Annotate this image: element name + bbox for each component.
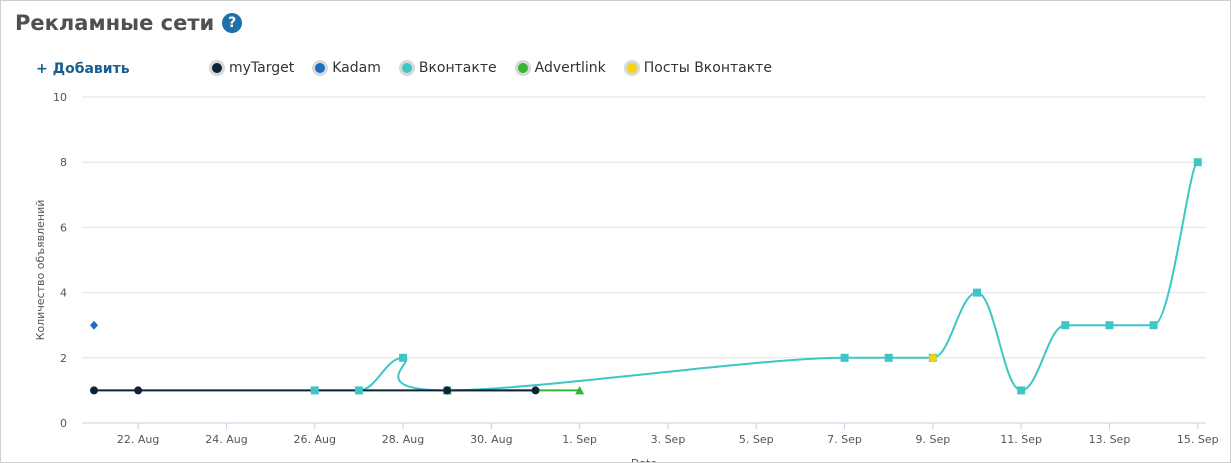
page-title: Рекламные сети bbox=[15, 11, 215, 35]
y-tick-label: 10 bbox=[53, 91, 67, 104]
add-network-link[interactable]: + Добавить bbox=[36, 61, 130, 77]
x-tick-label: 24. Aug bbox=[205, 433, 247, 446]
legend-item-vkontakte[interactable]: Вконтакте bbox=[398, 60, 497, 76]
data-point-вконтакте[interactable] bbox=[310, 386, 319, 395]
x-tick-label: 28. Aug bbox=[382, 433, 424, 446]
y-tick-label: 6 bbox=[60, 221, 67, 234]
legend-item-advertlink[interactable]: Advertlink bbox=[514, 60, 606, 76]
y-tick-label: 8 bbox=[60, 156, 67, 169]
legend-label: Вконтакте bbox=[418, 60, 497, 76]
legend-dot-icon bbox=[312, 60, 329, 76]
y-tick-label: 0 bbox=[60, 417, 67, 430]
data-point-вконтакте[interactable] bbox=[1105, 321, 1114, 330]
legend-dot-icon bbox=[623, 60, 640, 76]
legend-label: Advertlink bbox=[534, 60, 606, 76]
x-tick-label: 7. Sep bbox=[827, 433, 862, 446]
data-point-вконтакте[interactable] bbox=[1193, 158, 1202, 167]
x-axis-title: Date bbox=[631, 457, 658, 462]
x-tick-label: 3. Sep bbox=[651, 433, 686, 446]
data-point-вконтакте[interactable] bbox=[884, 353, 893, 362]
data-point-вконтакте[interactable] bbox=[399, 353, 408, 362]
data-point-mytarget[interactable] bbox=[531, 386, 540, 395]
data-point-вконтакте[interactable] bbox=[354, 386, 363, 395]
data-point-mytarget[interactable] bbox=[90, 386, 98, 395]
help-icon[interactable]: ? bbox=[222, 13, 243, 33]
x-tick-label: 1. Sep bbox=[562, 433, 597, 446]
data-point-advertlink[interactable] bbox=[575, 385, 585, 395]
y-tick-label: 4 bbox=[60, 287, 67, 300]
x-tick-label: 15. Sep bbox=[1177, 433, 1219, 446]
legend-dot-icon bbox=[514, 60, 531, 76]
data-point-посты-вконтакте[interactable] bbox=[928, 353, 937, 362]
y-axis-title: Количество объявлений bbox=[34, 200, 47, 341]
data-point-вконтакте[interactable] bbox=[840, 353, 849, 362]
x-tick-label: 11. Sep bbox=[1000, 433, 1042, 446]
legend-label: myTarget bbox=[229, 60, 295, 76]
x-tick-label: 30. Aug bbox=[470, 433, 512, 446]
legend-dot-icon bbox=[398, 60, 415, 76]
chart-legend: myTarget Kadam Вконтакте Advertlink Пост… bbox=[209, 60, 790, 76]
data-point-вконтакте[interactable] bbox=[1149, 321, 1158, 330]
data-point-вконтакте[interactable] bbox=[1017, 386, 1026, 395]
data-point-вконтакте[interactable] bbox=[973, 288, 981, 297]
x-tick-label: 22. Aug bbox=[117, 433, 159, 446]
legend-item-mytarget[interactable]: myTarget bbox=[209, 60, 294, 76]
data-point-вконтакте[interactable] bbox=[1061, 321, 1070, 330]
x-tick-label: 9. Sep bbox=[915, 433, 950, 446]
x-tick-label: 5. Sep bbox=[739, 433, 774, 446]
data-point-kadam[interactable] bbox=[90, 320, 98, 330]
title-row: Рекламные сети ? bbox=[15, 11, 243, 35]
y-tick-label: 2 bbox=[60, 352, 67, 365]
legend-item-vk-posts[interactable]: Посты Вконтакте bbox=[623, 60, 772, 76]
data-point-mytarget[interactable] bbox=[134, 386, 143, 395]
legend-dot-icon bbox=[209, 60, 225, 76]
x-tick-label: 26. Aug bbox=[294, 433, 336, 446]
data-point-mytarget[interactable] bbox=[443, 386, 452, 395]
series-line-вконтакте bbox=[314, 161, 1199, 392]
legend-label: Kadam bbox=[332, 60, 381, 76]
legend-item-kadam[interactable]: Kadam bbox=[312, 60, 381, 76]
x-tick-label: 13. Sep bbox=[1089, 433, 1131, 446]
legend-label: Посты Вконтакте bbox=[643, 60, 772, 76]
